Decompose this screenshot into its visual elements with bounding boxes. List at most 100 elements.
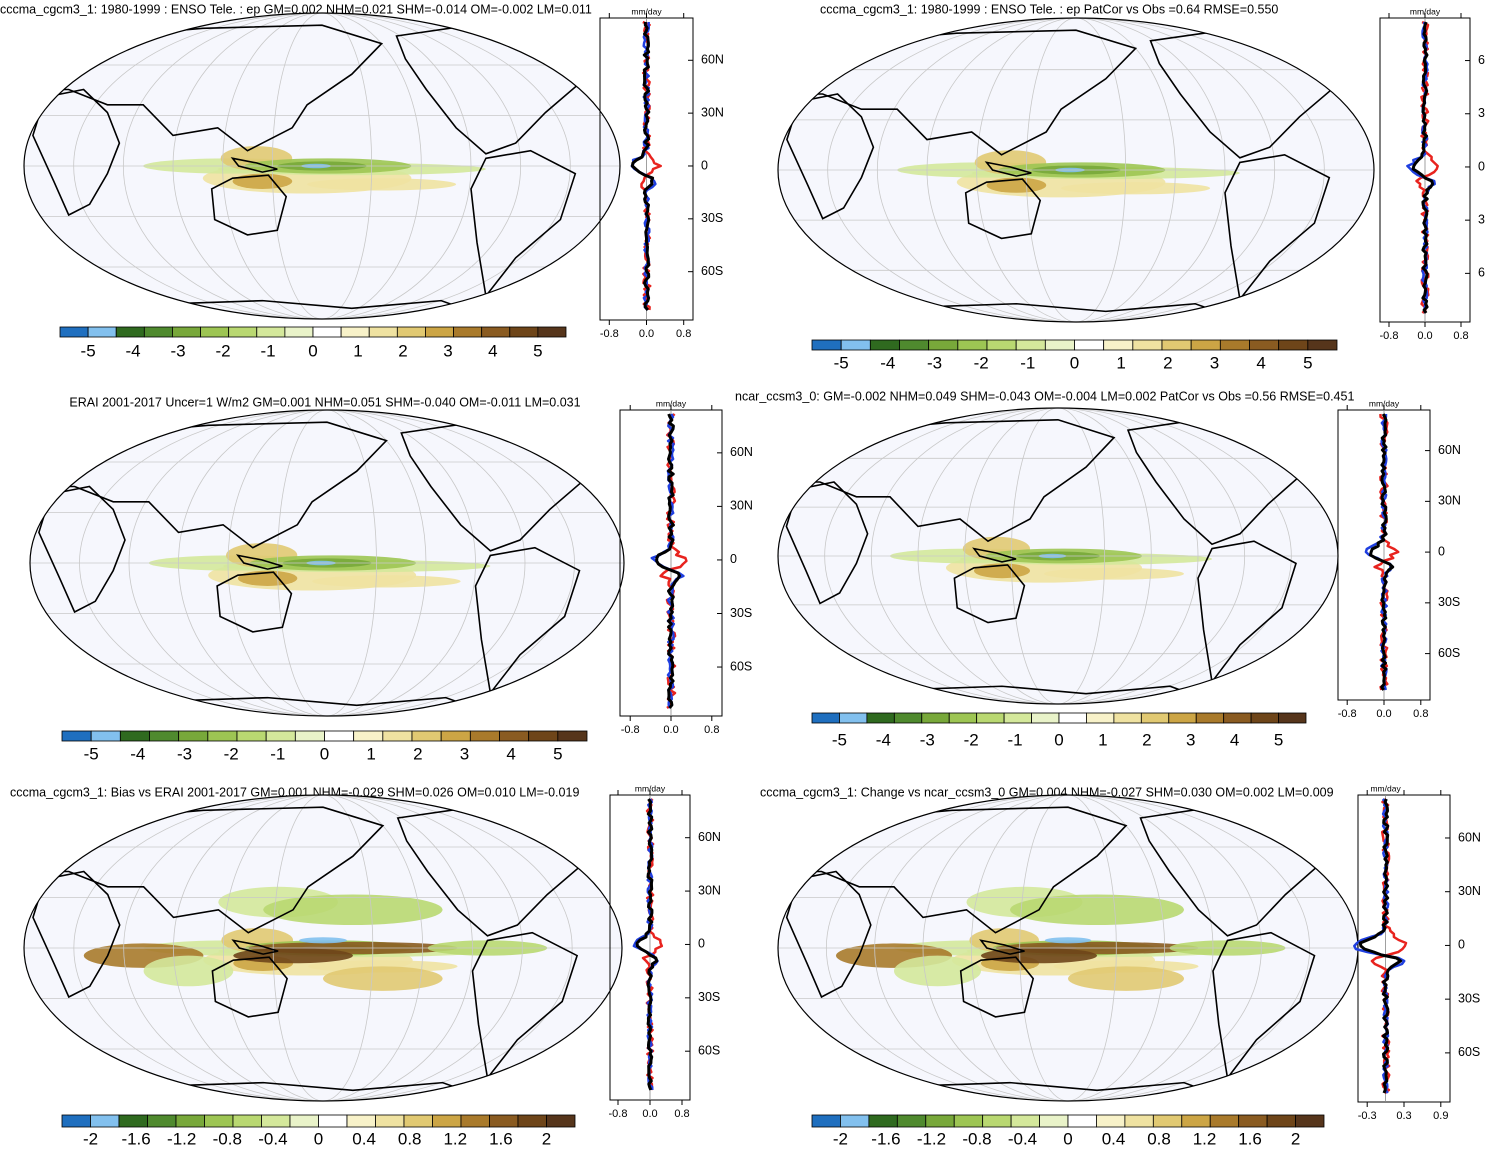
colorbar-box bbox=[509, 326, 539, 338]
colorbar-label: -4 bbox=[126, 341, 141, 360]
colorbar-box bbox=[928, 339, 959, 351]
coastline bbox=[211, 956, 288, 1018]
precip-anomaly bbox=[312, 575, 461, 588]
colorbar-box bbox=[982, 1114, 1012, 1128]
colorbar-box bbox=[411, 730, 442, 742]
lat-label: 60N bbox=[701, 53, 724, 67]
lat-label: 30N bbox=[1458, 884, 1481, 898]
colorbar-box bbox=[893, 712, 923, 724]
profile-unit: mm/day bbox=[1410, 6, 1441, 16]
colorbar-box bbox=[1295, 1114, 1325, 1128]
colorbar-box bbox=[896, 1114, 927, 1128]
colorbar-label: 5 bbox=[1303, 353, 1312, 372]
map-border bbox=[29, 409, 625, 717]
lat-label: 0 bbox=[1478, 159, 1485, 173]
colorbar-label: 0 bbox=[1070, 353, 1079, 372]
precip-anomaly bbox=[1044, 937, 1092, 944]
colorbar-box bbox=[1168, 712, 1197, 724]
coastline bbox=[953, 564, 1026, 624]
coastline bbox=[1197, 540, 1297, 684]
colorbar-box bbox=[1124, 1114, 1154, 1128]
colorbar-box bbox=[87, 326, 117, 338]
colorbar-box bbox=[119, 730, 150, 742]
colorbar-box bbox=[236, 730, 267, 742]
lat-label: 0 bbox=[730, 552, 737, 566]
panel: ERAI 2001-2017 Uncer=1 W/m2 GM=0.001 NHM… bbox=[29, 395, 753, 763]
colorbar-box bbox=[396, 326, 426, 338]
x-tick-label: 0.8 bbox=[676, 328, 691, 340]
map-layer bbox=[24, 13, 620, 319]
colorbar-box bbox=[403, 1114, 433, 1128]
precip-anomaly bbox=[1061, 182, 1211, 195]
colorbar-label: -0.4 bbox=[258, 1129, 287, 1148]
lat-label: 60S bbox=[701, 264, 723, 278]
lat-label: 30N bbox=[730, 499, 753, 513]
panel-title: cccma_cgcm3_1: 1980-1999 : ENSO Tele. : … bbox=[820, 2, 1278, 16]
colorbar-box bbox=[61, 730, 92, 742]
colorbar-label: 4 bbox=[506, 744, 515, 763]
colorbar-label: -5 bbox=[834, 353, 849, 372]
colorbar-box bbox=[811, 712, 840, 724]
colorbar-box bbox=[869, 339, 900, 351]
precip-anomaly bbox=[263, 894, 443, 926]
coastline bbox=[235, 554, 283, 570]
colorbar-label: -1 bbox=[260, 341, 275, 360]
colorbar-box bbox=[1249, 339, 1280, 351]
colorbar-box bbox=[1031, 712, 1060, 724]
lat-label: 60S bbox=[1438, 646, 1460, 660]
colorbar-label: 3 bbox=[460, 744, 469, 763]
colorbar-box bbox=[453, 326, 483, 338]
profile-unit: mm/day bbox=[1369, 398, 1400, 408]
coastline bbox=[216, 571, 293, 633]
colorbar-label: 1 bbox=[1098, 730, 1107, 749]
x-tick-label: 0.8 bbox=[1453, 330, 1468, 342]
profile-line bbox=[1358, 798, 1403, 1094]
colorbar-label: -1 bbox=[1020, 353, 1035, 372]
coastline bbox=[38, 485, 126, 614]
colorbar-label: 1.6 bbox=[1238, 1129, 1262, 1148]
colorbar-box bbox=[265, 730, 296, 742]
colorbar-box bbox=[340, 326, 370, 338]
colorbar-label: 0.8 bbox=[1147, 1129, 1171, 1148]
colorbar-box bbox=[1152, 1114, 1183, 1128]
coastline bbox=[786, 93, 875, 220]
profile-line bbox=[1406, 21, 1436, 314]
colorbar-box bbox=[1096, 1114, 1126, 1128]
precip-anomaly bbox=[307, 178, 457, 191]
colorbar-box bbox=[147, 1114, 177, 1128]
colorbar-label: -1.2 bbox=[917, 1129, 946, 1148]
profile-unit: mm/day bbox=[656, 398, 687, 408]
colorbar-label: 3 bbox=[443, 341, 452, 360]
profile-line bbox=[635, 798, 659, 1091]
x-tick-label: 0.3 bbox=[1396, 1110, 1411, 1122]
colorbar-box bbox=[1074, 339, 1105, 351]
colorbar-box bbox=[899, 339, 930, 351]
lat-label: 30S bbox=[698, 990, 720, 1004]
colorbar-box bbox=[499, 730, 530, 742]
colorbar-label: 0 bbox=[320, 744, 329, 763]
profile-unit: mm/day bbox=[635, 783, 666, 793]
colorbar-label: -3 bbox=[920, 730, 935, 749]
colorbar-box bbox=[839, 712, 868, 724]
lat-label: 0 bbox=[1458, 938, 1465, 952]
colorbar-label: 3 bbox=[1210, 353, 1219, 372]
panel: cccma_cgcm3_1: Bias vs ERAI 2001-2017 GM… bbox=[10, 783, 721, 1148]
colorbar-label: 2 bbox=[413, 744, 422, 763]
colorbar-box bbox=[368, 326, 398, 338]
colorbar-box bbox=[986, 339, 1017, 351]
panel-title: cccma_cgcm3_1: Change vs ncar_ccsm3_0 GM… bbox=[760, 785, 1334, 799]
coastline bbox=[785, 870, 872, 999]
colorbar-box bbox=[469, 730, 500, 742]
colorbar-box bbox=[948, 712, 978, 724]
colorbar-label: 1.2 bbox=[443, 1129, 467, 1148]
lat-label: 0 bbox=[701, 158, 708, 172]
profile-unit: mm/day bbox=[631, 6, 662, 16]
colorbar-label: 4 bbox=[1230, 730, 1239, 749]
x-tick-label: 0.0 bbox=[639, 328, 654, 340]
colorbar-label: -3 bbox=[927, 353, 942, 372]
profile-line bbox=[655, 413, 681, 709]
precip-anomaly bbox=[1010, 894, 1184, 926]
colorbar-box bbox=[976, 712, 1005, 724]
colorbar-label: -5 bbox=[832, 730, 847, 749]
